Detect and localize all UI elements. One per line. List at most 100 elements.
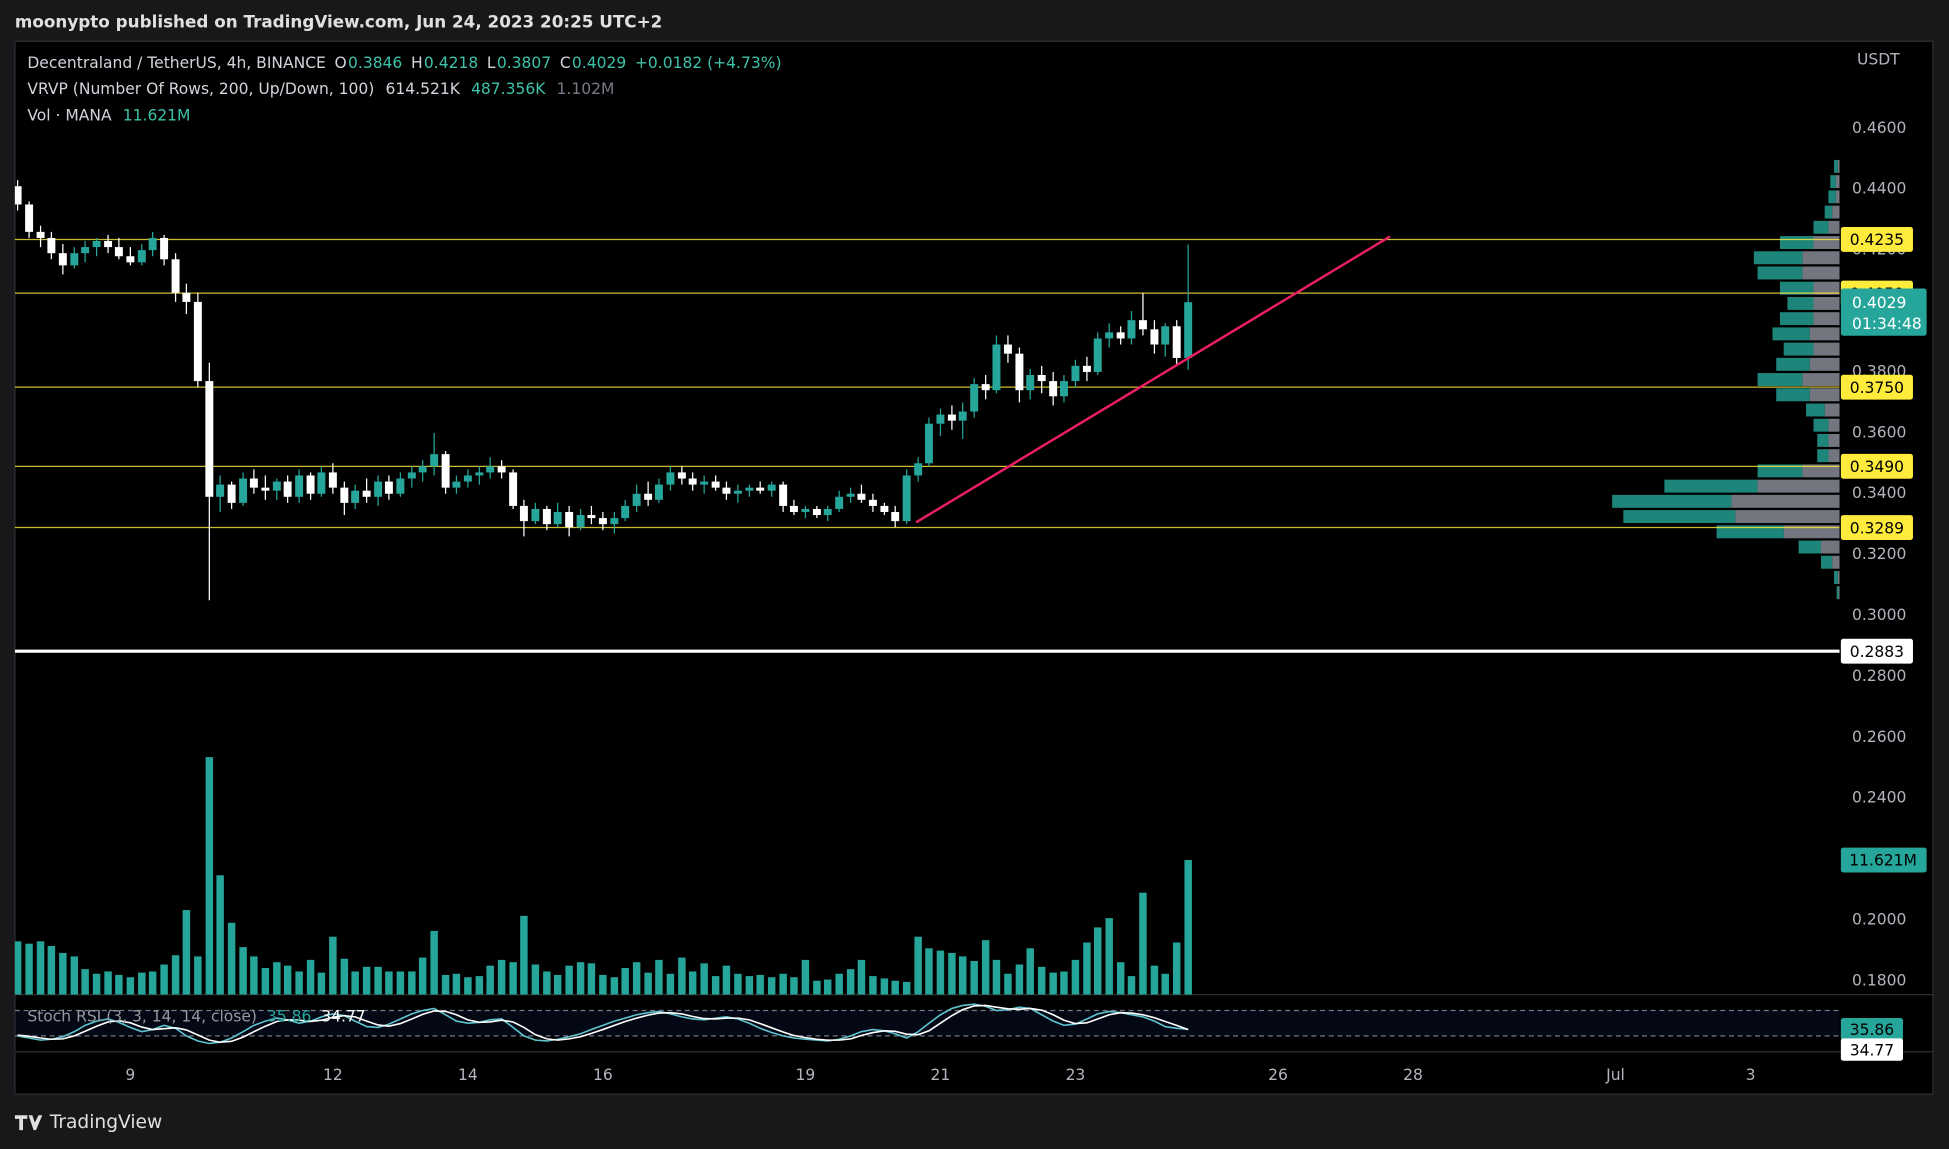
volume-value: 11.621M <box>123 106 191 124</box>
volume-bar <box>418 957 427 995</box>
profile-up <box>1787 296 1814 310</box>
x-tick-label: 3 <box>1746 1066 1756 1084</box>
candle-body <box>992 344 1001 391</box>
level-tag-label: 0.3490 <box>1850 458 1904 476</box>
stoch-tag-label: 35.86 <box>1850 1021 1894 1039</box>
profile-up <box>1830 175 1836 189</box>
price-tag <box>1840 288 1927 336</box>
ohlc-value: 0.3807 <box>497 54 551 72</box>
profile-up <box>1834 159 1838 173</box>
volume-bar <box>914 936 922 995</box>
candle-body <box>452 481 461 488</box>
candle-body <box>700 481 709 485</box>
volume-bar <box>823 979 832 995</box>
volume-bar <box>576 962 585 995</box>
candle-body <box>1150 329 1159 345</box>
volume-bar <box>1139 892 1147 995</box>
profile-down <box>1731 494 1840 508</box>
candle-body <box>306 475 315 494</box>
volume-bar <box>857 959 866 995</box>
profile-up <box>1623 510 1736 524</box>
candle-body <box>182 292 191 302</box>
candle-body <box>576 515 585 528</box>
candle-body <box>1026 374 1035 391</box>
profile-up <box>1824 205 1833 219</box>
ohlc-key: C <box>560 54 571 72</box>
volume-bar <box>1127 976 1136 995</box>
profile-up <box>1813 220 1829 234</box>
candle-body <box>1037 374 1046 382</box>
volume-bar <box>846 969 855 995</box>
profile-up <box>1664 479 1758 493</box>
volume-bar <box>700 963 708 995</box>
profile-up <box>1753 251 1803 265</box>
level-tag <box>1840 453 1913 479</box>
volume-bar <box>1184 860 1192 995</box>
profile-up <box>1779 312 1814 326</box>
volume-bar <box>475 976 484 995</box>
volume-bar <box>1172 942 1181 995</box>
candle-body <box>216 484 225 497</box>
volume-bar <box>1049 972 1057 995</box>
chart-frame <box>14 40 1934 1095</box>
volume-bar <box>1026 948 1034 995</box>
profile-up <box>1783 342 1814 356</box>
candle-body <box>598 518 607 525</box>
candle-body <box>632 493 641 506</box>
volume-bar <box>1161 973 1169 995</box>
y-tick-label: 0.3600 <box>1852 423 1906 441</box>
vrvp-title: VRVP (Number Of Rows, 200, Up/Down, 100) <box>27 80 374 98</box>
candle-body <box>767 484 776 491</box>
volume-bar <box>666 973 675 995</box>
volume-bar <box>408 971 416 995</box>
volume-bar <box>936 950 945 995</box>
profile-up <box>1779 281 1814 295</box>
profile-up <box>1772 327 1810 341</box>
volume-bar <box>565 965 573 995</box>
candle-body <box>362 490 371 497</box>
candle-body <box>295 475 304 497</box>
candle-body <box>1184 302 1193 358</box>
x-tick-label: 9 <box>125 1066 135 1084</box>
volume-bar <box>295 971 303 995</box>
volume-bar <box>678 957 686 995</box>
profile-down <box>1802 266 1840 280</box>
candle-body <box>1105 332 1114 339</box>
profile-up <box>1834 571 1838 584</box>
volume-bar <box>553 974 562 995</box>
volume-bar <box>464 977 472 995</box>
candle-body <box>463 475 472 482</box>
volume-bar <box>160 964 168 995</box>
candle-body <box>148 237 157 251</box>
candle-body <box>666 472 675 485</box>
profile-up <box>1806 403 1825 417</box>
x-tick-label: 14 <box>458 1066 478 1084</box>
candle-body <box>283 481 292 497</box>
candle-body <box>430 454 439 467</box>
volume-bar <box>1004 973 1012 995</box>
candle-body <box>249 478 258 488</box>
volume-bar <box>340 958 349 995</box>
profile-down <box>1802 251 1840 265</box>
level-tag-label: 0.3289 <box>1850 519 1904 537</box>
candle-body <box>407 472 416 479</box>
candle-body <box>924 423 933 464</box>
stoch-value: 35.86 <box>267 1008 311 1026</box>
volume-bar <box>250 956 258 995</box>
volume-bar <box>688 971 697 995</box>
candle-body <box>509 472 518 506</box>
candle-body <box>542 508 551 525</box>
countdown-label: 01:34:48 <box>1852 315 1922 333</box>
volume-bar <box>745 976 754 995</box>
y-tick-label: 0.3200 <box>1852 545 1906 563</box>
candle-body <box>531 508 540 522</box>
candle-body <box>1059 381 1068 397</box>
profile-up <box>1779 236 1814 250</box>
level-tag-label: 0.2883 <box>1850 643 1904 661</box>
candle-body <box>812 508 821 516</box>
volume-bar <box>441 974 450 995</box>
volume-bar <box>261 967 270 995</box>
volume-bar <box>779 973 787 995</box>
volume-bar <box>835 973 843 995</box>
candle-body <box>981 384 990 391</box>
